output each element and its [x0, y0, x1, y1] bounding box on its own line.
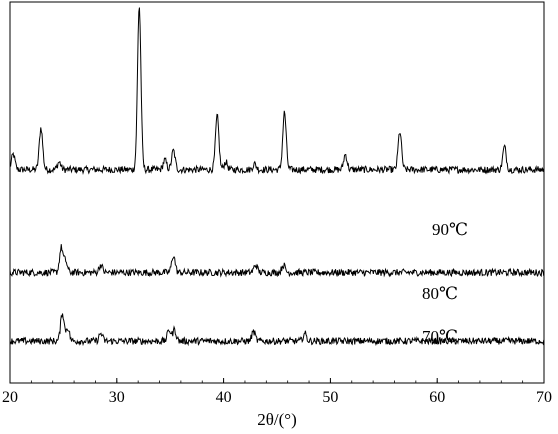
series-label-80: 80℃: [422, 284, 458, 303]
series-line-1: [9, 244, 545, 278]
series-label-70: 70℃: [422, 327, 458, 346]
x-tick-label-40: 40: [216, 389, 232, 406]
series-line-0: [9, 7, 545, 176]
x-tick-label-20: 20: [2, 389, 18, 406]
x-tick-label-30: 30: [109, 389, 125, 406]
series-line-2: [9, 313, 545, 347]
x-axis-title: 2θ/(°): [257, 410, 297, 429]
x-tick-label-50: 50: [322, 389, 338, 406]
series-label-90: 90℃: [432, 220, 468, 239]
x-tick-label-60: 60: [429, 389, 445, 406]
plot-frame: [9, 1, 545, 384]
x-tick-label-70: 70: [536, 389, 552, 406]
